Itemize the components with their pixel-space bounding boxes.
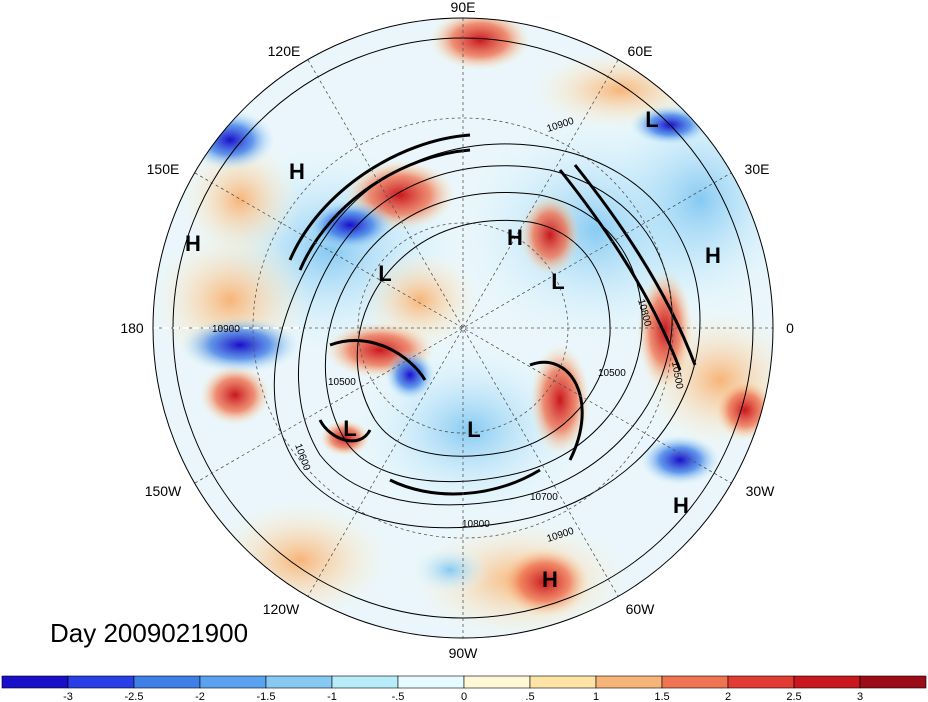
- pressure-center: L: [645, 107, 658, 132]
- contour-label: 10900: [212, 324, 240, 335]
- colorbar-swatch: [727, 675, 795, 689]
- pressure-center: H: [542, 567, 558, 592]
- anomaly-shading: [153, 18, 773, 638]
- colorbar-swatch: [1, 675, 69, 689]
- pressure-center: L: [467, 417, 480, 442]
- colorbar-swatch: [859, 675, 927, 689]
- contour-label: 10700: [530, 492, 558, 503]
- lon-label-120w: 120W: [263, 601, 300, 617]
- colorbar-tick-label: -3: [63, 691, 73, 702]
- contour-label: 10500: [669, 361, 685, 391]
- lon-label-90w: 90W: [449, 645, 479, 661]
- colorbar-tick-label: 1: [593, 691, 599, 702]
- colorbar-tick-label: 1.5: [654, 691, 669, 702]
- colorbar-swatch: [133, 675, 201, 689]
- lon-label-150w: 150W: [145, 483, 182, 499]
- contour-label: 10500: [328, 377, 356, 388]
- lon-label-60w: 60W: [626, 601, 656, 617]
- colorbar-tick-label: -2: [195, 691, 205, 702]
- lon-label-180: 180: [120, 320, 144, 336]
- colorbar-swatch: [661, 675, 729, 689]
- pressure-center: L: [378, 261, 391, 286]
- colorbar-swatch: [463, 675, 531, 689]
- colorbar: -3 -2.5 -2 -1.5 -1 -.5 0 .5 1 1.5 2 2.5 3: [1, 675, 927, 702]
- pressure-center: H: [507, 225, 523, 250]
- pressure-center: H: [705, 243, 721, 268]
- colorbar-tick-label: -1.5: [257, 691, 276, 702]
- colorbar-swatch: [67, 675, 135, 689]
- date-title: Day 2009021900: [50, 618, 249, 648]
- lon-label-120e: 120E: [268, 43, 301, 59]
- pressure-center: L: [343, 416, 356, 441]
- pressure-center: H: [289, 159, 305, 184]
- pressure-centers: L H H L H L H L L H H: [185, 107, 721, 592]
- lon-label-90e: 90E: [451, 0, 476, 15]
- contour-label: 10500: [598, 368, 626, 379]
- lon-label-150e: 150E: [147, 161, 180, 177]
- longitude-labels: 90E 60E 30E 0 30W 60W 90W 120W 150W 180 …: [120, 0, 794, 661]
- colorbar-swatch: [199, 675, 267, 689]
- graticule: [153, 18, 773, 638]
- lon-label-60e: 60E: [628, 43, 653, 59]
- colorbar-swatch: [331, 675, 399, 689]
- pressure-center: H: [185, 231, 201, 256]
- colorbar-tick-label: .5: [525, 691, 534, 702]
- colorbar-tick-label: 0: [461, 691, 467, 702]
- colorbar-tick-label: -1: [327, 691, 337, 702]
- pressure-center: H: [673, 493, 689, 518]
- colorbar-swatch: [793, 675, 861, 689]
- lon-label-30e: 30E: [745, 161, 770, 177]
- colorbar-swatch: [265, 675, 333, 689]
- colorbar-tick-label: 2.5: [786, 691, 801, 702]
- colorbar-tick-label: 3: [857, 691, 863, 702]
- lon-label-0: 0: [786, 320, 794, 336]
- colorbar-tick-label: 2: [725, 691, 731, 702]
- colorbar-tick-label: -2.5: [125, 691, 144, 702]
- contour-label: 10800: [462, 519, 490, 530]
- colorbar-swatch: [529, 675, 597, 689]
- colorbar-swatch: [397, 675, 465, 689]
- pressure-center: L: [551, 269, 564, 294]
- colorbar-swatch: [595, 675, 663, 689]
- map-boundary: [152, 17, 774, 639]
- colorbar-tick-label: -.5: [392, 691, 405, 702]
- lon-label-30w: 30W: [746, 483, 776, 499]
